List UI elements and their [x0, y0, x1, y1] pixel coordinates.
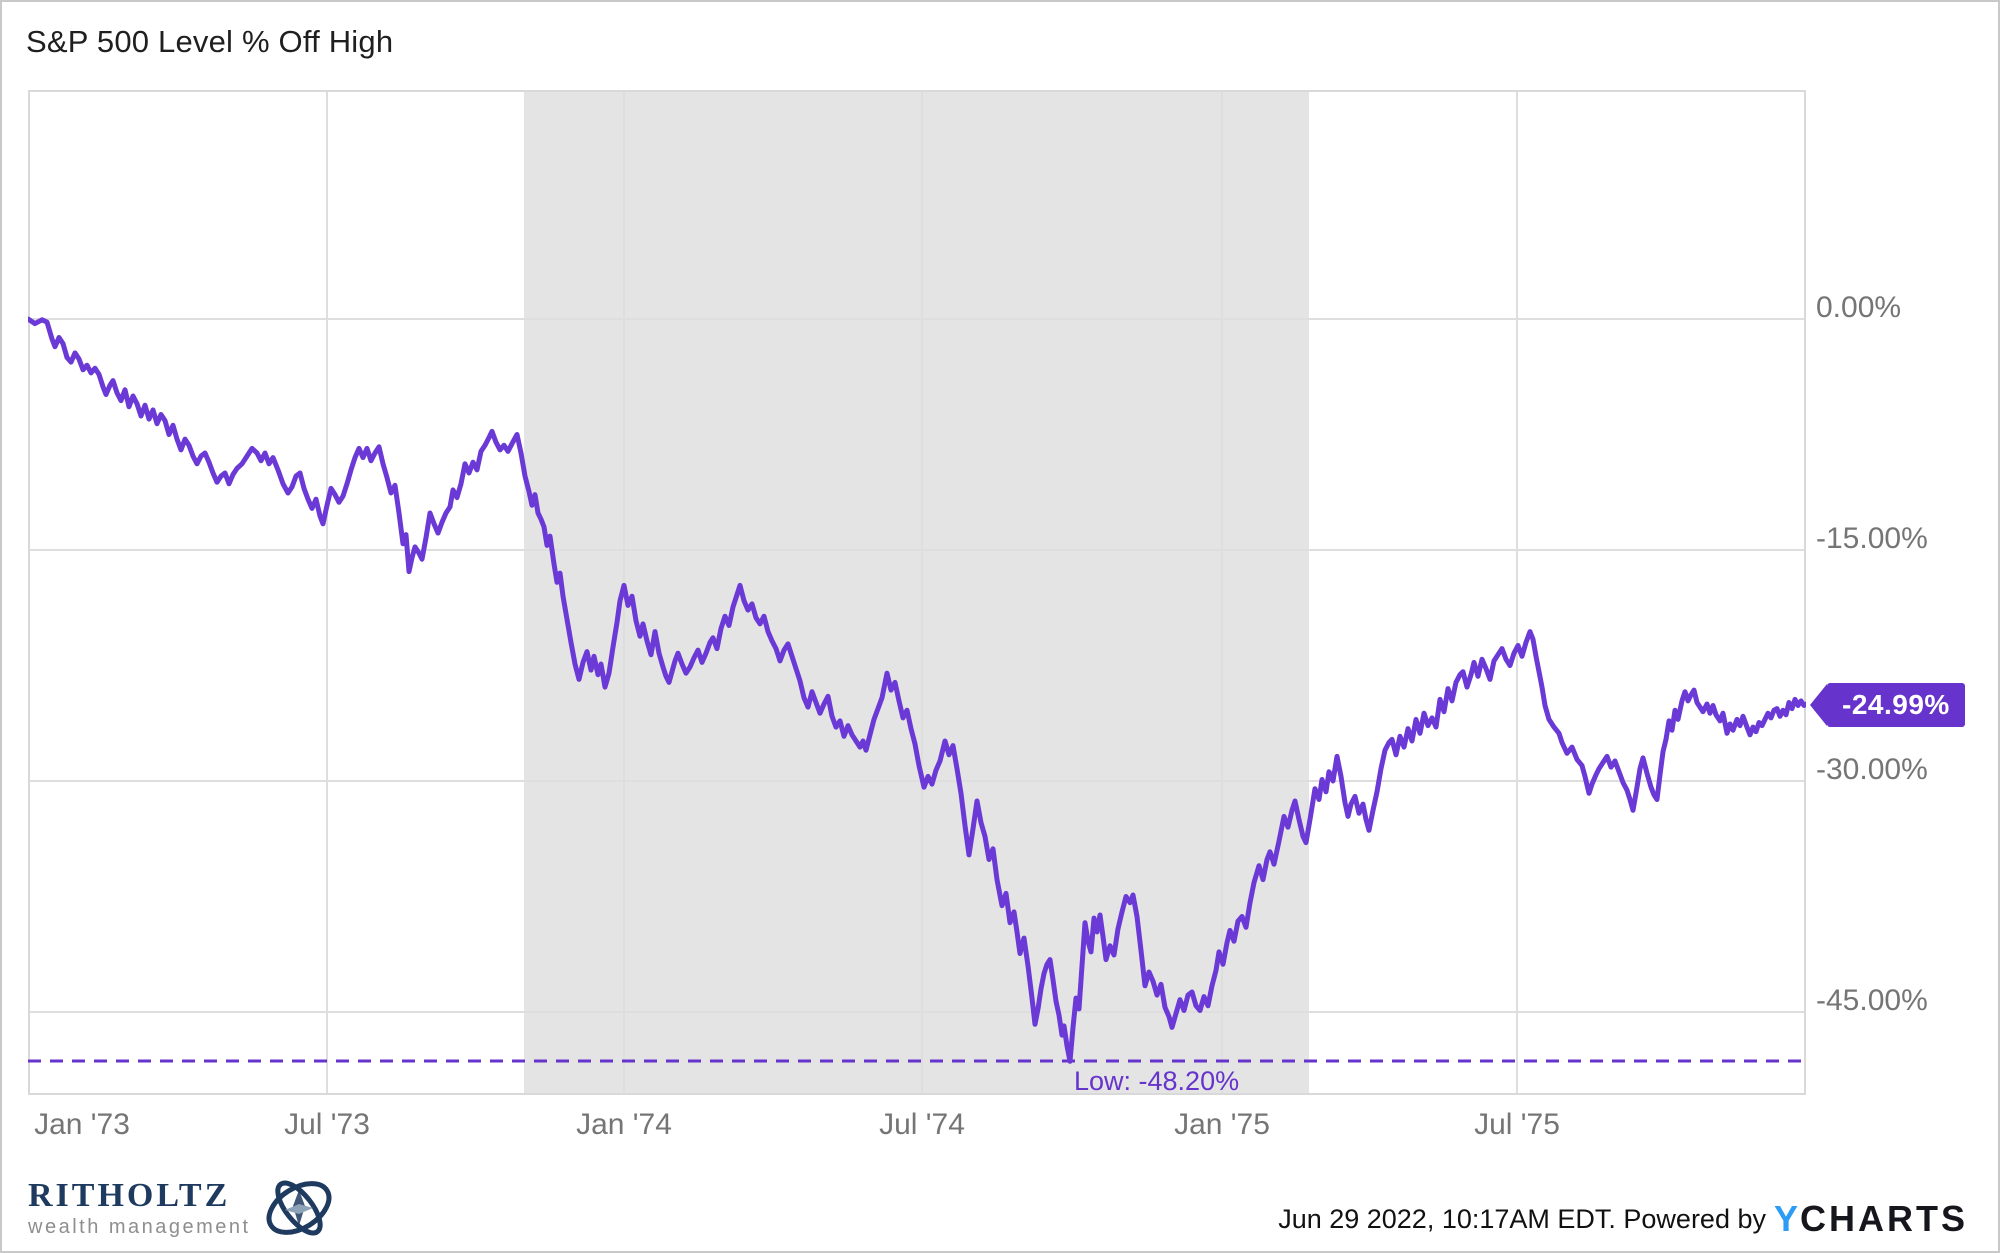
timestamp-text: Jun 29 2022, 10:17AM EDT. Powered by [1278, 1203, 1766, 1234]
x-axis-label: Jul '73 [284, 1108, 370, 1141]
x-axis-label: Jan '74 [576, 1108, 672, 1141]
ycharts-y-glyph: Y [1773, 1198, 1800, 1239]
x-axis-label: Jan '73 [34, 1108, 130, 1141]
y-axis-label: -30.00% [1816, 753, 1928, 786]
low-annotation-label: Low: -48.20% [1074, 1066, 1240, 1096]
ritholtz-subtitle: wealth management [28, 1215, 251, 1238]
y-axis-label: -15.00% [1816, 522, 1928, 555]
x-axis-label: Jul '74 [879, 1108, 965, 1141]
ycharts-wordmark: CHARTS [1800, 1198, 1968, 1239]
y-axis-label: 0.00% [1816, 291, 1902, 324]
attribution: Jun 29 2022, 10:17AM EDT. Powered by Y C… [1278, 1198, 1968, 1240]
last-value-label: -24.99% [1827, 683, 1965, 727]
y-axis-label: -45.00% [1816, 984, 1928, 1017]
ritholtz-logo: RITHOLTZ wealth management [28, 1174, 337, 1242]
x-axis-label: Jul '75 [1474, 1108, 1560, 1141]
ritholtz-name: RITHOLTZ [28, 1176, 231, 1214]
badge-arrow-icon [1810, 684, 1827, 726]
chart-title: S&P 500 Level % Off High [26, 24, 394, 59]
ritholtz-globe-icon [266, 1180, 332, 1236]
drawdown-line [28, 316, 1806, 1064]
x-axis-label: Jan '75 [1174, 1108, 1270, 1141]
ycharts-logo: Y CHARTS [1774, 1198, 1968, 1240]
last-value-badge: -24.99% [1810, 683, 1965, 727]
recession-band [524, 90, 1309, 1095]
plot-area [28, 90, 1806, 1095]
plot-border [28, 90, 1806, 1095]
